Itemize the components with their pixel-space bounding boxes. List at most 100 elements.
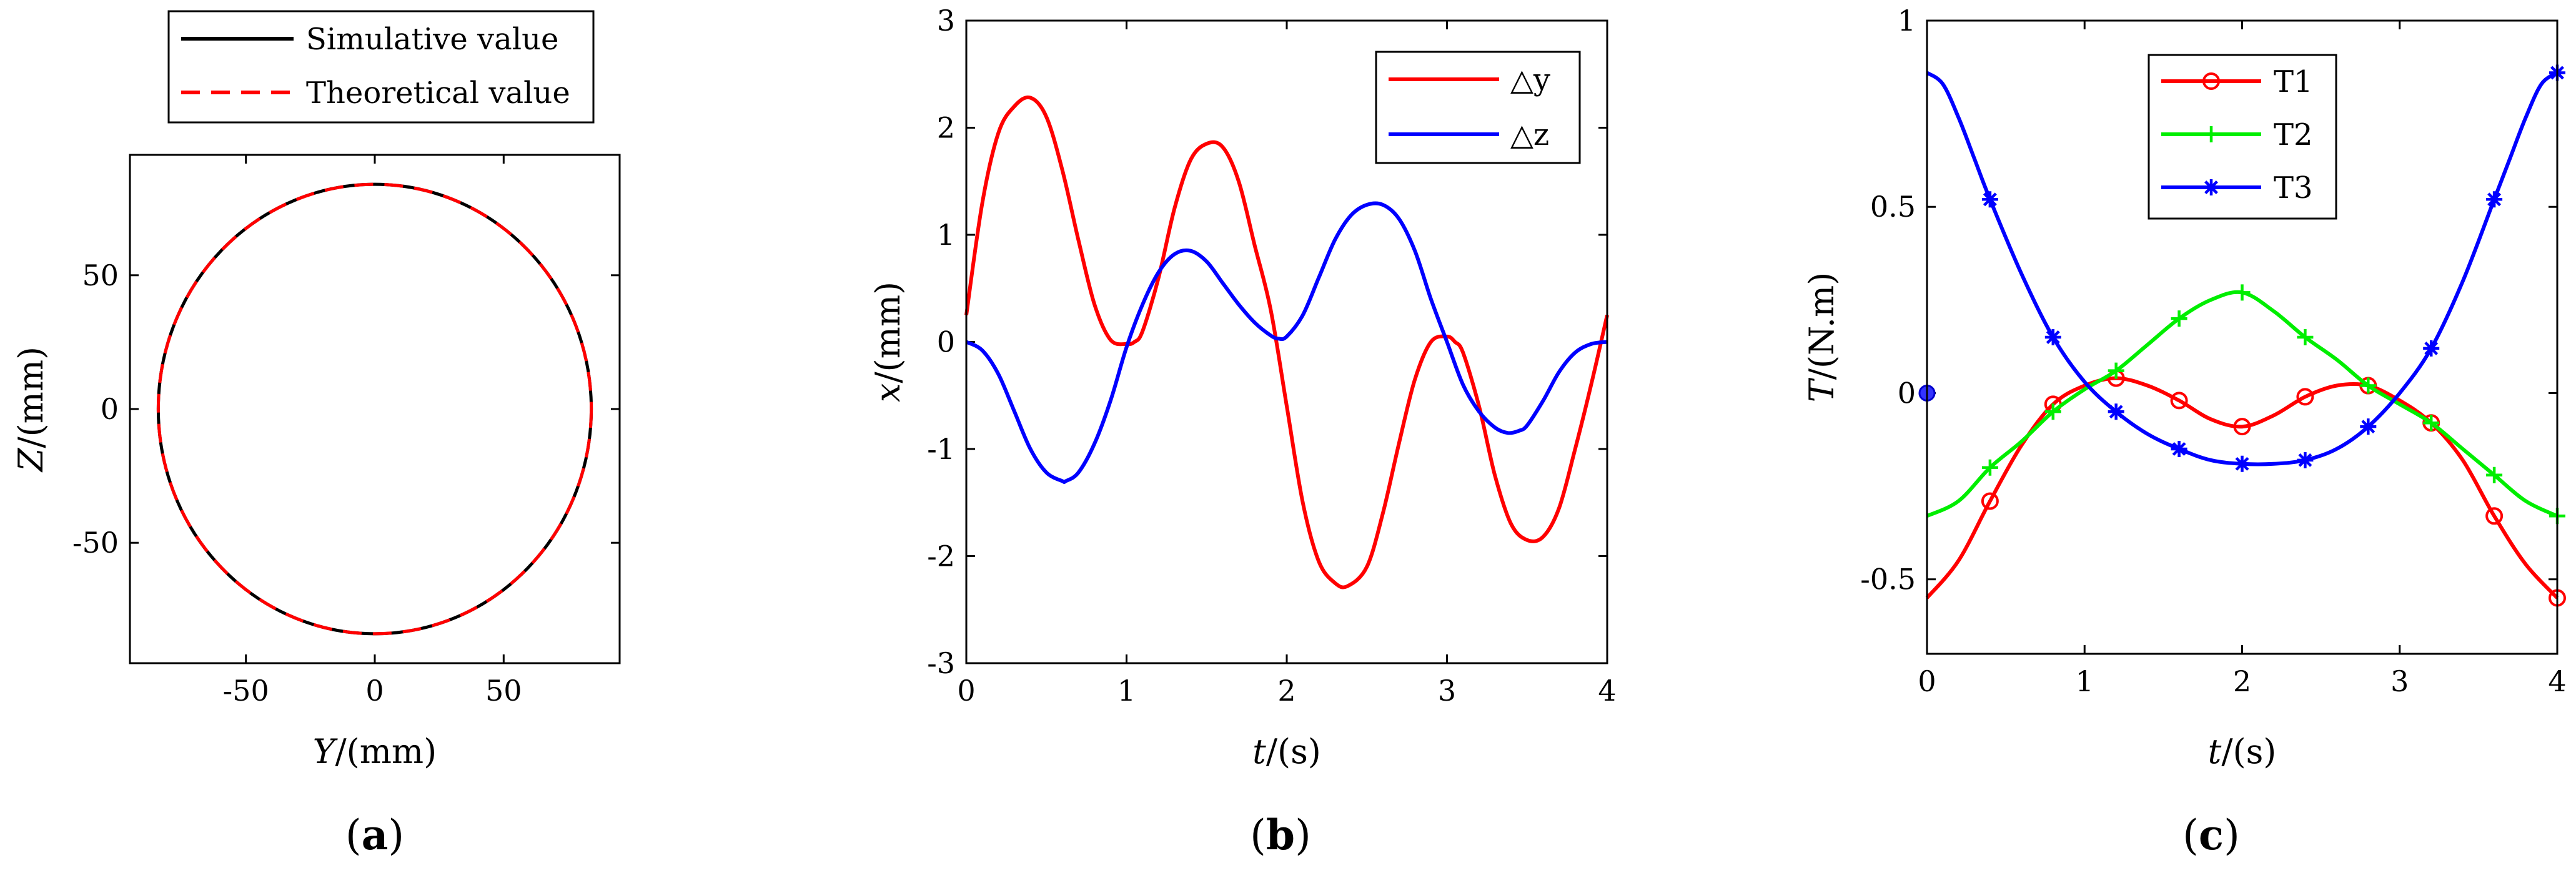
panel-label-letter: b	[1266, 811, 1295, 859]
x-tick-label: 1	[2076, 664, 2094, 698]
y-tick-label: 0	[101, 392, 119, 426]
legend: T1 T2 T3	[2147, 54, 2337, 220]
x-axis-label-unit: /(mm)	[335, 732, 437, 771]
marker-t3	[2234, 455, 2251, 472]
x-axis-label: Y/(mm)	[313, 732, 437, 771]
x-axis-label: t/(s)	[1252, 732, 1321, 771]
marker-t1	[1981, 492, 1999, 510]
marker-t3	[2171, 440, 2187, 457]
x-axis-label-unit: /(s)	[2221, 732, 2276, 771]
x-tick-label: 4	[2548, 664, 2566, 698]
y-axis-label-var: Z	[11, 447, 51, 473]
marker-t3	[2044, 329, 2061, 345]
marker-t1	[2296, 388, 2314, 406]
x-tick-label: 4	[1598, 674, 1616, 708]
panel-label-close: )	[1295, 811, 1311, 859]
y-tick-label: 0.5	[1870, 190, 1916, 224]
marker-t3	[2297, 451, 2314, 468]
y-axis-label-var: T	[1802, 377, 1841, 402]
legend-marker	[2203, 126, 2219, 142]
x-axis-label-var: t	[2208, 732, 2222, 771]
panel-label-close: )	[388, 811, 404, 859]
marker-t2	[2360, 377, 2377, 394]
x-tick-label: -50	[223, 674, 269, 708]
chart-panel-c: 0 1 2 3 4 -0.5 0 0.5 1 t/(s) T/(N.m) T1 T2 T3	[1802, 4, 2567, 771]
marker-t1	[2233, 418, 2251, 436]
legend-entry: Theoretical value	[306, 76, 570, 111]
marker-t2	[2108, 362, 2124, 379]
series-line-dy	[964, 95, 1609, 589]
x-axis-label: t/(s)	[2208, 732, 2277, 771]
x-tick-label: 2	[2233, 664, 2251, 698]
legend-entry: T3	[2274, 170, 2313, 205]
panel-label-letter: c	[2199, 811, 2224, 859]
x-tick-label: 0	[957, 674, 975, 708]
x-tick-label: 0	[365, 674, 384, 708]
y-axis-label-unit: /(N.m)	[1802, 272, 1841, 380]
x-axis-label-unit: /(s)	[1266, 732, 1321, 771]
legend-entry: T2	[2274, 117, 2313, 152]
series-line-theoretical	[156, 182, 593, 636]
marker-t2	[2486, 466, 2503, 483]
marker-t2	[2044, 403, 2061, 420]
legend-marker	[2203, 179, 2219, 195]
x-axis-label-var: Y	[313, 732, 338, 771]
marker-t3	[1981, 191, 1998, 208]
x-tick-label: 3	[2390, 664, 2409, 698]
marker-t2	[2171, 310, 2187, 327]
y-axis-label-unit: /(mm)	[11, 347, 51, 448]
marker-t2	[2234, 284, 2251, 301]
panel-label-c: (c)	[2182, 811, 2240, 859]
x-tick-label: 3	[1438, 674, 1456, 708]
legend-entry: △y	[1510, 62, 1550, 97]
marker-t2	[2297, 329, 2314, 345]
y-tick-label: -0.5	[1860, 563, 1916, 596]
axes-frame	[1926, 19, 2559, 655]
legend-box	[167, 10, 595, 124]
x-tick-label: 2	[1277, 674, 1295, 708]
marker-t3	[2360, 418, 2377, 435]
plot-area	[130, 155, 620, 663]
chart-panel-b: 0 1 2 3 4 -3 -2 -1 0 1 2 3 t/(s) x/(mm) △y △z	[868, 4, 1617, 771]
legend-entry: Simulative value	[306, 22, 558, 57]
panel-label-open: (	[1250, 811, 1266, 859]
marker-t1	[2485, 507, 2504, 525]
y-tick-label: 3	[937, 4, 955, 37]
legend: △y △z	[1375, 51, 1581, 164]
y-tick-label: -3	[927, 646, 955, 680]
y-tick-label: 2	[937, 111, 955, 145]
y-axis-label-unit: /(mm)	[868, 282, 908, 383]
marker-t2	[2423, 415, 2440, 432]
panel-label-letter: a	[362, 811, 389, 859]
y-tick-label: 0	[937, 325, 955, 359]
y-tick-label: 50	[82, 259, 119, 292]
y-tick-label: 0	[1898, 376, 1916, 410]
legend-entry: T1	[2274, 64, 2313, 99]
y-axis-label: T/(N.m)	[1802, 272, 1841, 403]
marker-t3	[2108, 403, 2124, 420]
marker-t3	[2423, 340, 2440, 357]
y-tick-label: -50	[72, 526, 119, 560]
panel-label-a: (a)	[345, 811, 404, 859]
legend-entry: △z	[1510, 117, 1549, 152]
marker-t3	[2486, 191, 2503, 208]
x-tick-label: 0	[1918, 664, 1936, 698]
panel-label-open: (	[2182, 811, 2199, 859]
x-axis-label-var: t	[1252, 732, 1266, 771]
axes-frame	[965, 19, 1608, 664]
panel-label-close: )	[2224, 811, 2240, 859]
panel-label-b: (b)	[1250, 811, 1311, 859]
marker-t1	[2170, 392, 2188, 410]
y-axis-label: x/(mm)	[868, 282, 908, 402]
legend-marker	[2202, 72, 2220, 90]
legend: Simulative value Theoretical value	[167, 10, 595, 124]
marker-t2	[1981, 459, 1998, 476]
legend-box	[1375, 51, 1581, 164]
y-axis-label: Z/(mm)	[11, 347, 51, 473]
y-axis-label-var: x	[868, 383, 908, 402]
series-line-dz	[965, 201, 1608, 485]
panel-label-open: (	[345, 811, 362, 859]
y-tick-label: -2	[927, 540, 955, 573]
